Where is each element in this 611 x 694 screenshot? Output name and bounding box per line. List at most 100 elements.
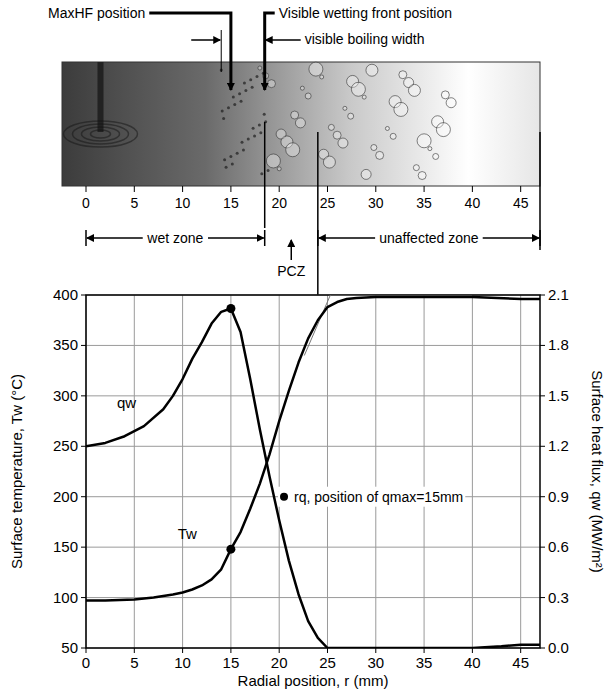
marker-label: Visible wetting front position bbox=[279, 5, 452, 21]
photo-bubble bbox=[277, 167, 281, 171]
x-axis-title: Radial position, r (mm) bbox=[238, 672, 389, 689]
grid-line bbox=[375, 295, 376, 648]
ruler-tick bbox=[230, 186, 231, 192]
photo-bubble bbox=[366, 64, 378, 76]
y2-tick-label: 1.8 bbox=[548, 336, 569, 353]
highlight-point bbox=[226, 304, 235, 313]
grid-line bbox=[279, 295, 280, 648]
boiling-width-arrow bbox=[191, 39, 220, 41]
ruler-tick bbox=[520, 186, 521, 192]
photo-droplet bbox=[253, 134, 256, 137]
grid-line bbox=[520, 295, 521, 648]
x-tick-label: 30 bbox=[367, 654, 384, 671]
ruler-tick bbox=[424, 186, 425, 192]
ruler-tick bbox=[327, 186, 328, 192]
boiling-width-edge bbox=[221, 30, 222, 72]
photo-bubble bbox=[385, 126, 389, 130]
ruler-label: 15 bbox=[223, 195, 239, 211]
annotation-bg bbox=[278, 487, 465, 507]
photo-bubble bbox=[348, 113, 354, 119]
zone-edge bbox=[264, 230, 266, 246]
plot-marks bbox=[86, 295, 540, 648]
x-tick-label: 5 bbox=[130, 654, 138, 671]
ruler-label: 10 bbox=[175, 195, 191, 211]
y-tick-label: 350 bbox=[53, 336, 78, 353]
photo-decoration bbox=[63, 62, 456, 180]
ruler-tick bbox=[86, 186, 87, 192]
photo-bubble bbox=[338, 138, 348, 148]
photo-bubble bbox=[428, 147, 432, 151]
ruler-label: 45 bbox=[513, 195, 529, 211]
photo-droplet bbox=[260, 172, 263, 175]
ruler-tick bbox=[375, 186, 376, 192]
grid-line bbox=[327, 295, 328, 648]
construction-line bbox=[304, 295, 330, 356]
photo-droplet bbox=[258, 124, 261, 127]
ruler-label: 0 bbox=[82, 195, 90, 211]
plot-frame bbox=[86, 295, 540, 648]
photo-droplet bbox=[223, 158, 226, 161]
photo-droplet bbox=[238, 92, 241, 95]
photo-bubble bbox=[333, 131, 341, 139]
photo-droplet bbox=[255, 75, 258, 78]
zone-edge bbox=[85, 230, 87, 246]
zone-boundary bbox=[317, 132, 319, 295]
ruler-label: 35 bbox=[416, 195, 432, 211]
x-tick-label: 45 bbox=[512, 654, 529, 671]
marker-arrow bbox=[149, 13, 231, 90]
series-line bbox=[86, 297, 540, 601]
photo-bubble bbox=[258, 66, 262, 70]
photo-droplet bbox=[249, 78, 252, 81]
series-line bbox=[86, 308, 540, 648]
grid-line bbox=[182, 295, 183, 648]
y2-tick-label: 0.0 bbox=[548, 639, 569, 656]
boiling-width-arrow bbox=[266, 39, 301, 41]
y-axis-title: Surface temperature, Tw (°C) bbox=[8, 374, 25, 569]
photo-droplet bbox=[222, 117, 225, 120]
photo-bubble bbox=[267, 80, 275, 88]
photo-ripple bbox=[63, 121, 137, 147]
photo-ripple bbox=[90, 130, 110, 138]
y-tick-label: 300 bbox=[53, 387, 78, 404]
x-tick-label: 25 bbox=[319, 654, 336, 671]
photo bbox=[62, 62, 540, 186]
ruler-tick bbox=[279, 186, 280, 192]
marker-label: MaxHF position bbox=[48, 5, 145, 21]
photo-bubble bbox=[305, 93, 311, 99]
photo-bubble bbox=[266, 154, 280, 168]
photo-droplet bbox=[221, 110, 224, 113]
photo-bubble bbox=[399, 71, 407, 79]
zone-boundary bbox=[264, 122, 266, 228]
grid-line bbox=[472, 295, 473, 648]
photo-bubble bbox=[408, 84, 420, 96]
photo-bubble bbox=[413, 165, 419, 171]
photo-bubble bbox=[291, 111, 299, 119]
photo-droplet bbox=[240, 100, 243, 103]
grid-line bbox=[424, 295, 425, 648]
photo-droplet bbox=[267, 169, 270, 172]
ruler-label: 25 bbox=[320, 195, 336, 211]
zone-arrow bbox=[291, 240, 293, 260]
grid-line bbox=[86, 395, 540, 396]
zone-label: PCZ bbox=[277, 263, 305, 279]
photo-bubble bbox=[295, 118, 305, 128]
photo-droplet bbox=[252, 127, 255, 130]
photo-bubble bbox=[417, 134, 431, 148]
x-tick-label: 0 bbox=[82, 654, 90, 671]
ruler-tick bbox=[134, 186, 135, 192]
annotation: rq, position of qmax=15mm bbox=[294, 489, 463, 505]
grid-line bbox=[86, 345, 540, 346]
zone-boundary bbox=[539, 132, 541, 250]
y-tick-label: 100 bbox=[53, 589, 78, 606]
photo-droplet bbox=[233, 103, 236, 106]
photo-bubble bbox=[433, 153, 439, 159]
ruler-tick bbox=[472, 186, 473, 192]
y2-tick-label: 0.6 bbox=[548, 538, 569, 555]
zone-arrow bbox=[483, 237, 539, 239]
photo-bubble bbox=[300, 86, 304, 90]
photo-droplet bbox=[225, 166, 228, 169]
annotation-dot bbox=[280, 493, 288, 501]
photo-bubble bbox=[362, 95, 366, 99]
y-tick-label: 250 bbox=[53, 437, 78, 454]
zone-arrow bbox=[208, 237, 264, 239]
